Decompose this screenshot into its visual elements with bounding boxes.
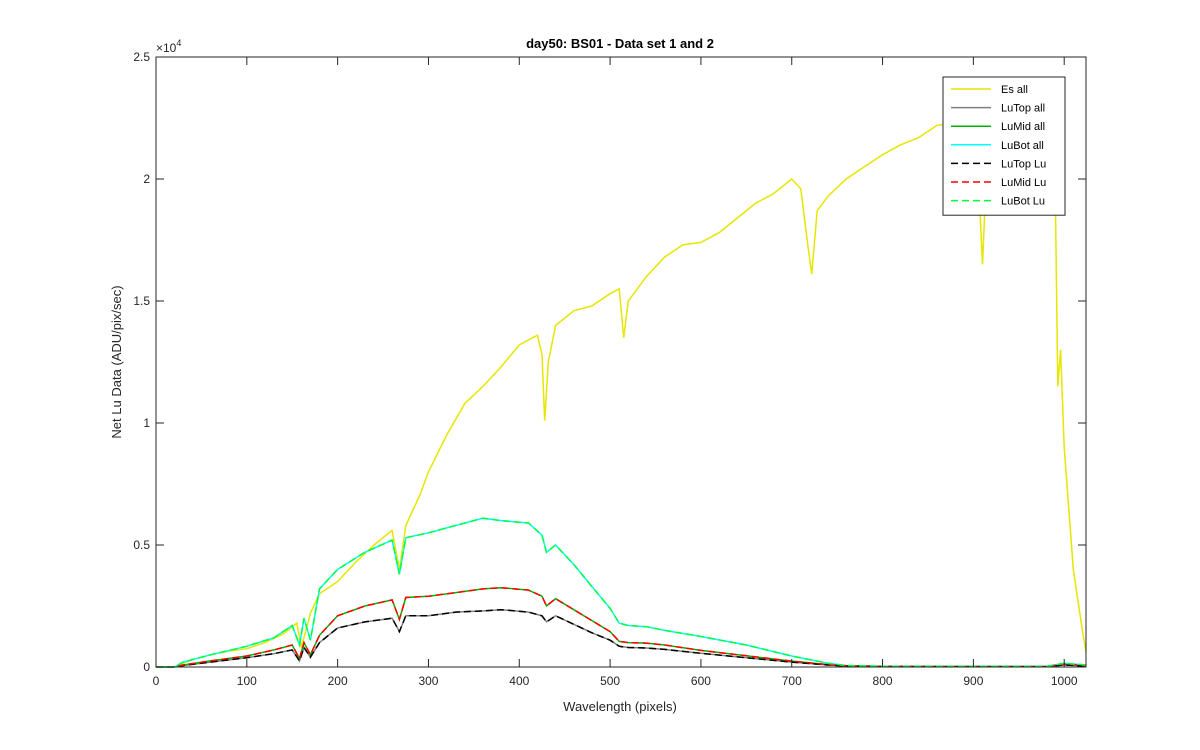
series-line-1 bbox=[156, 117, 1087, 668]
x-tick-label: 400 bbox=[509, 674, 529, 688]
legend-label: LuTop Lu bbox=[1001, 158, 1046, 170]
plot-area: 0 100 200 300 400 500 600 700 800 900 1000 0 0.5 1 1.… bbox=[133, 50, 1087, 688]
y-exponent-base: ×10 bbox=[156, 41, 177, 55]
x-tick-label: 1000 bbox=[1051, 674, 1078, 688]
x-tick-label: 0 bbox=[153, 674, 160, 688]
x-tick-label: 300 bbox=[418, 674, 438, 688]
series-line-6 bbox=[156, 586, 1087, 668]
legend-box bbox=[942, 76, 1066, 216]
x-tick-label: 100 bbox=[237, 674, 257, 688]
legend-label: Es all bbox=[1001, 84, 1028, 96]
y-ticks: 0 0.5 1 1.5 2 2.5 bbox=[133, 50, 1086, 674]
x-ticks: 0 100 200 300 400 500 600 700 800 900 1000 bbox=[153, 57, 1078, 688]
y-exponent-label: ×104 bbox=[156, 38, 181, 55]
y-axis-label: Net Lu Data (ADU/pix/sec) bbox=[109, 285, 124, 438]
x-axis-label: Wavelength (pixels) bbox=[563, 699, 677, 714]
x-tick-label: 900 bbox=[963, 674, 983, 688]
y-tick-label: 1.5 bbox=[133, 294, 150, 308]
legend-label: LuMid all bbox=[1001, 121, 1045, 133]
y-tick-label: 0.5 bbox=[133, 538, 150, 552]
y-tick-label: 0 bbox=[143, 660, 150, 674]
y-tick-label: 2.5 bbox=[133, 50, 150, 64]
series-layer bbox=[156, 117, 1087, 668]
y-tick-label: 2 bbox=[143, 172, 150, 186]
y-exponent-power: 4 bbox=[176, 38, 181, 48]
series-line-5 bbox=[156, 608, 1087, 668]
x-tick-label: 500 bbox=[600, 674, 620, 688]
legend-label: LuBot Lu bbox=[1001, 196, 1045, 208]
x-tick-label: 800 bbox=[873, 674, 893, 688]
x-tick-label: 200 bbox=[328, 674, 348, 688]
series-line-7 bbox=[156, 517, 1087, 668]
y-tick-label: 1 bbox=[143, 416, 150, 430]
legend: Es all LuTop all LuMid all LuBot all LuTop L… bbox=[942, 76, 1066, 216]
chart-title: day50: BS01 - Data set 1 and 2 bbox=[526, 36, 714, 51]
x-tick-label: 600 bbox=[691, 674, 711, 688]
legend-label: LuMid Lu bbox=[1001, 177, 1046, 189]
legend-label: LuTop all bbox=[1001, 103, 1045, 115]
legend-label: LuBot all bbox=[1001, 140, 1044, 152]
x-tick-label: 700 bbox=[782, 674, 802, 688]
axes-box bbox=[155, 56, 1087, 668]
